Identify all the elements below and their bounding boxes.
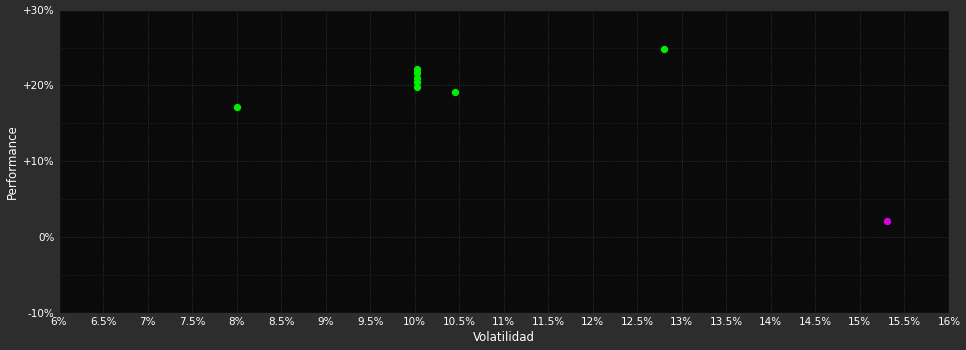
Point (410, 66, 425, 71)
Point (447, 90, 463, 95)
Point (410, 79, 425, 85)
Y-axis label: Performance: Performance (6, 124, 18, 199)
Point (656, 46, 671, 52)
Point (410, 75, 425, 80)
Point (229, 105, 244, 110)
Point (410, 84, 425, 90)
X-axis label: Volatilidad: Volatilidad (472, 331, 535, 344)
Point (879, 218, 895, 223)
Point (410, 70, 425, 76)
